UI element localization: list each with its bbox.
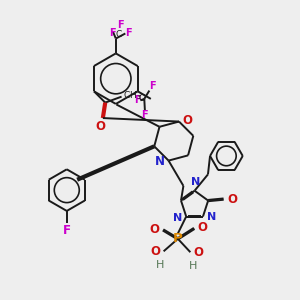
- Text: F: F: [110, 28, 116, 38]
- Text: F: F: [134, 95, 140, 105]
- Text: F: F: [142, 110, 148, 120]
- Text: N: N: [207, 212, 216, 222]
- Text: O: O: [193, 246, 203, 259]
- Text: N: N: [155, 155, 165, 168]
- Text: P: P: [173, 232, 183, 245]
- Text: N: N: [190, 177, 200, 187]
- Text: F: F: [117, 20, 123, 30]
- Text: C: C: [139, 94, 145, 103]
- Text: F: F: [63, 224, 71, 237]
- Text: F: F: [149, 81, 156, 91]
- Text: O: O: [149, 223, 159, 236]
- Text: O: O: [227, 193, 237, 206]
- Text: H: H: [156, 260, 164, 270]
- Text: H: H: [189, 260, 197, 271]
- Text: N: N: [173, 213, 183, 223]
- Text: O: O: [95, 120, 106, 134]
- Text: O: O: [198, 221, 208, 234]
- Text: F: F: [125, 28, 132, 38]
- Text: CH$_3$: CH$_3$: [123, 90, 142, 102]
- Text: C: C: [116, 29, 122, 38]
- Text: O: O: [183, 114, 193, 127]
- Text: O: O: [151, 245, 160, 258]
